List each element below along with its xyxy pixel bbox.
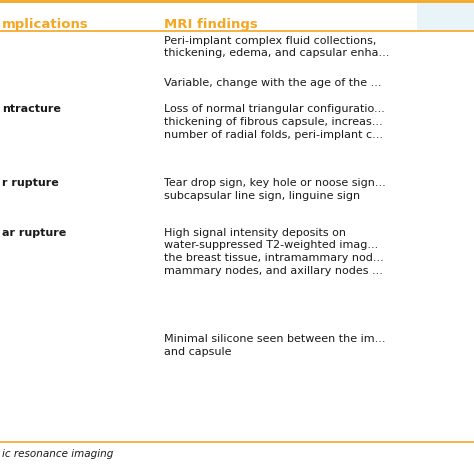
Text: r rupture: r rupture <box>2 178 59 188</box>
Bar <box>417 0 474 31</box>
Text: Variable, change with the age of the ...: Variable, change with the age of the ... <box>164 78 381 88</box>
Text: Tear drop sign, key hole or noose sign...
subcapsular line sign, linguine sign: Tear drop sign, key hole or noose sign..… <box>164 178 385 201</box>
Text: ntracture: ntracture <box>2 104 61 114</box>
Text: mplications: mplications <box>2 18 89 31</box>
Text: Minimal silicone seen between the im...
and capsule: Minimal silicone seen between the im... … <box>164 334 385 357</box>
Text: MRI findings: MRI findings <box>164 18 257 31</box>
Text: High signal intensity deposits on
water-suppressed T2-weighted imag...
the breas: High signal intensity deposits on water-… <box>164 228 383 276</box>
Text: Loss of normal triangular configuratio...
thickening of fibrous capsule, increas: Loss of normal triangular configuratio..… <box>164 104 384 140</box>
Text: Peri-implant complex fluid collections,
thickening, edema, and capsular enha...: Peri-implant complex fluid collections, … <box>164 36 389 58</box>
Text: ic resonance imaging: ic resonance imaging <box>2 449 114 459</box>
Text: ar rupture: ar rupture <box>2 228 67 237</box>
